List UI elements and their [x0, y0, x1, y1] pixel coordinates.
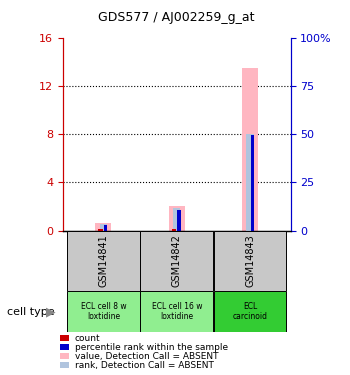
Text: count: count — [75, 334, 100, 343]
Text: ECL
carcinoid: ECL carcinoid — [233, 302, 268, 321]
Bar — [214, 231, 286, 291]
Bar — [100, 224, 107, 231]
Bar — [104, 225, 107, 231]
Text: ECL cell 8 w
loxtidine: ECL cell 8 w loxtidine — [80, 302, 126, 321]
Bar — [140, 231, 213, 291]
Bar — [67, 291, 140, 332]
Text: GDS577 / AJ002259_g_at: GDS577 / AJ002259_g_at — [98, 11, 255, 24]
Bar — [251, 135, 254, 231]
Bar — [177, 210, 181, 231]
Text: ECL cell 16 w
loxtidine: ECL cell 16 w loxtidine — [152, 302, 202, 321]
Bar — [169, 207, 185, 231]
Text: GSM14842: GSM14842 — [172, 234, 182, 287]
Bar — [246, 134, 254, 231]
Bar — [172, 229, 176, 231]
Text: cell type: cell type — [7, 307, 55, 317]
Bar — [173, 208, 180, 231]
Text: GSM14841: GSM14841 — [98, 234, 108, 287]
Bar — [67, 231, 140, 291]
Bar — [214, 291, 286, 332]
Bar — [140, 291, 213, 332]
Text: ▶: ▶ — [46, 306, 56, 318]
Bar — [95, 224, 111, 231]
Text: value, Detection Call = ABSENT: value, Detection Call = ABSENT — [75, 352, 218, 361]
Text: rank, Detection Call = ABSENT: rank, Detection Call = ABSENT — [75, 361, 214, 370]
Text: GSM14843: GSM14843 — [245, 234, 255, 287]
Bar — [98, 229, 103, 231]
Text: percentile rank within the sample: percentile rank within the sample — [75, 343, 228, 352]
Bar — [242, 68, 258, 231]
